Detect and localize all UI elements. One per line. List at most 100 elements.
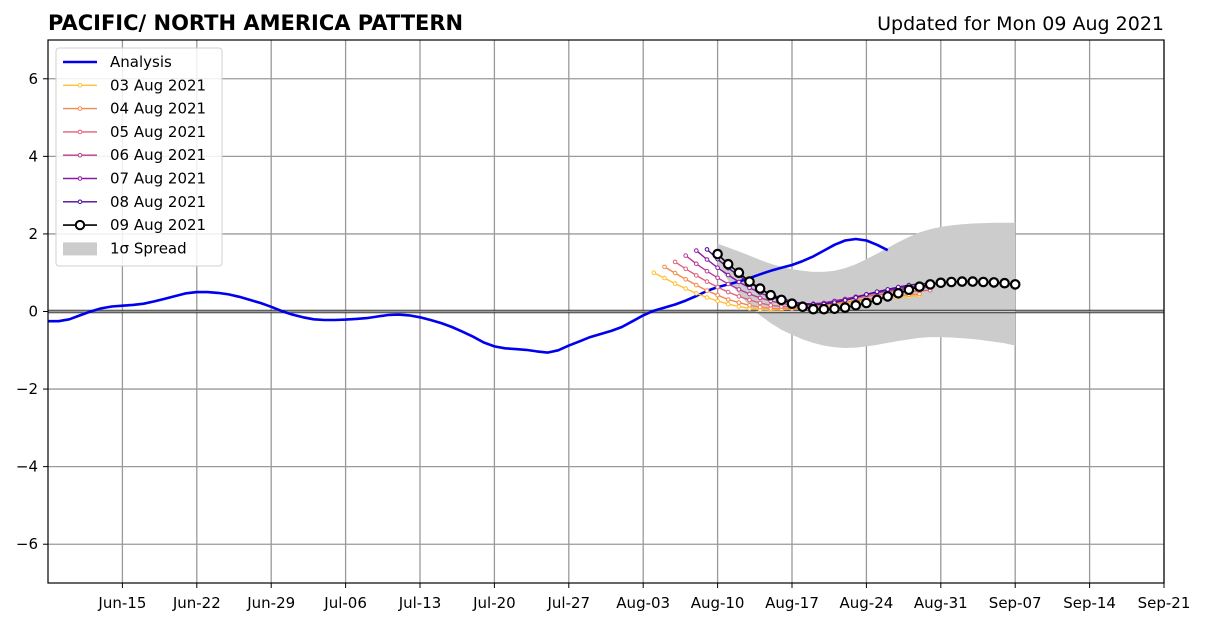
- legend: Analysis 03 Aug 2021 04 Aug 2021 05 Aug 202…: [55, 47, 223, 267]
- latest-forecast-point: [839, 302, 851, 313]
- forecast-point: [725, 272, 731, 278]
- chart-title: PACIFIC/ NORTH AMERICA PATTERN: [48, 11, 463, 35]
- x-tick-label: Jun-22: [172, 594, 221, 612]
- forecast-point: [672, 259, 678, 265]
- forecast-point: [704, 268, 710, 274]
- legend-marker-forecast: [77, 152, 83, 158]
- x-tick-label: Aug-17: [765, 594, 819, 612]
- forecast-point: [736, 294, 742, 299]
- legend-marker-forecast: [77, 106, 83, 111]
- forecast-point: [725, 297, 731, 302]
- forecast-line: [706, 248, 931, 306]
- x-tick-label: Jun-15: [97, 594, 146, 612]
- forecast-point: [725, 301, 731, 307]
- latest-forecast-point: [956, 276, 968, 287]
- latest-forecast-point: [988, 277, 1000, 288]
- x-tick-label: Aug-03: [616, 594, 670, 612]
- forecast-point: [757, 295, 763, 301]
- forecast-point: [694, 248, 699, 253]
- forecast-point: [842, 298, 848, 303]
- latest-forecast-point: [744, 276, 755, 287]
- forecast-point: [704, 295, 710, 300]
- latest-forecast-point: [977, 276, 989, 288]
- x-tick-label: Jun-29: [246, 594, 295, 612]
- legend-marker-forecast: [77, 176, 83, 181]
- legend-marker-forecast: [77, 129, 83, 135]
- forecast-point: [747, 291, 752, 297]
- latest-forecast-point: [914, 281, 925, 292]
- forecast-point: [747, 303, 752, 308]
- latest-forecast-point: [807, 303, 819, 315]
- latest-forecast-point: [850, 299, 862, 311]
- latest-forecast-point: [903, 284, 915, 296]
- latest-forecast-point: [797, 301, 808, 313]
- latest-forecast-point: [924, 279, 936, 290]
- forecast-point: [874, 289, 880, 295]
- legend-marker-forecast: [77, 83, 83, 88]
- forecast-point: [662, 264, 667, 270]
- forecast-point: [715, 292, 720, 298]
- forecast-point: [715, 284, 720, 290]
- legend-label: 05 Aug 2021: [110, 123, 206, 141]
- x-tick-label: Aug-10: [691, 594, 745, 612]
- y-tick-label: −6: [16, 535, 38, 553]
- x-tick-label: Jul-06: [323, 594, 367, 612]
- forecast-point: [736, 300, 742, 305]
- x-tick-label: Sep-07: [989, 594, 1042, 612]
- forecast-point: [736, 279, 742, 285]
- forecast-point: [683, 266, 689, 272]
- legend-label: 1σ Spread: [110, 239, 187, 257]
- forecast-point: [672, 270, 678, 276]
- latest-forecast-point: [776, 294, 787, 306]
- legend-label: 09 Aug 2021: [110, 216, 206, 234]
- forecast-point: [885, 287, 891, 292]
- forecast-point: [704, 279, 710, 284]
- spread-band: [717, 222, 1016, 348]
- forecast-point: [662, 275, 667, 281]
- latest-forecast-point: [946, 276, 957, 288]
- legend-marker-forecast: [77, 199, 83, 205]
- legend-label: 07 Aug 2021: [110, 170, 206, 188]
- x-tick-label: Sep-14: [1063, 594, 1116, 612]
- x-tick-label: Jul-27: [546, 594, 590, 612]
- legend-label: Analysis: [110, 53, 172, 71]
- latest-forecast-point: [1009, 279, 1021, 290]
- latest-forecast-point: [765, 289, 776, 301]
- latest-forecast-point: [967, 276, 978, 287]
- forecast-point: [704, 247, 710, 252]
- forecast-point: [694, 261, 699, 267]
- forecast-point: [694, 273, 699, 278]
- latest-forecast-point: [999, 277, 1010, 289]
- forecast-point: [768, 303, 774, 308]
- x-tick-label: Sep-21: [1138, 594, 1191, 612]
- x-tick-label: Jul-20: [472, 594, 516, 612]
- latest-forecast-point: [892, 287, 904, 299]
- legend-box: [55, 47, 223, 267]
- plot-area: Jun-15 Jun-22 Jun-29 Jul-06 Jul-13 Jul-20 Jul-…: [16, 39, 1191, 612]
- latest-forecast-point: [871, 294, 883, 306]
- forecast-point: [853, 295, 859, 300]
- x-tick-label: Jul-13: [398, 594, 442, 612]
- x-tick-label: Aug-24: [840, 594, 894, 612]
- forecast-point: [704, 288, 710, 293]
- legend-label: 06 Aug 2021: [110, 146, 206, 164]
- forecast-point: [864, 292, 869, 297]
- legend-swatch-spread: [63, 242, 97, 256]
- forecast-point: [651, 270, 657, 276]
- x-tick-label: Aug-31: [914, 594, 968, 612]
- y-tick-label: 4: [28, 147, 38, 165]
- latest-forecast-point: [935, 277, 947, 289]
- y-tick-label: 0: [28, 303, 38, 321]
- forecast-point: [683, 286, 689, 291]
- forecast-point: [704, 257, 710, 262]
- latest-forecast-point: [733, 267, 745, 278]
- forecast-point: [683, 253, 689, 258]
- legend-label: 03 Aug 2021: [110, 76, 206, 94]
- forecast-point: [736, 287, 742, 292]
- forecast-point: [715, 275, 720, 281]
- forecast-point: [725, 289, 731, 295]
- forecast-point: [672, 281, 678, 286]
- forecast-point: [715, 265, 720, 271]
- legend-marker-latest: [74, 219, 86, 231]
